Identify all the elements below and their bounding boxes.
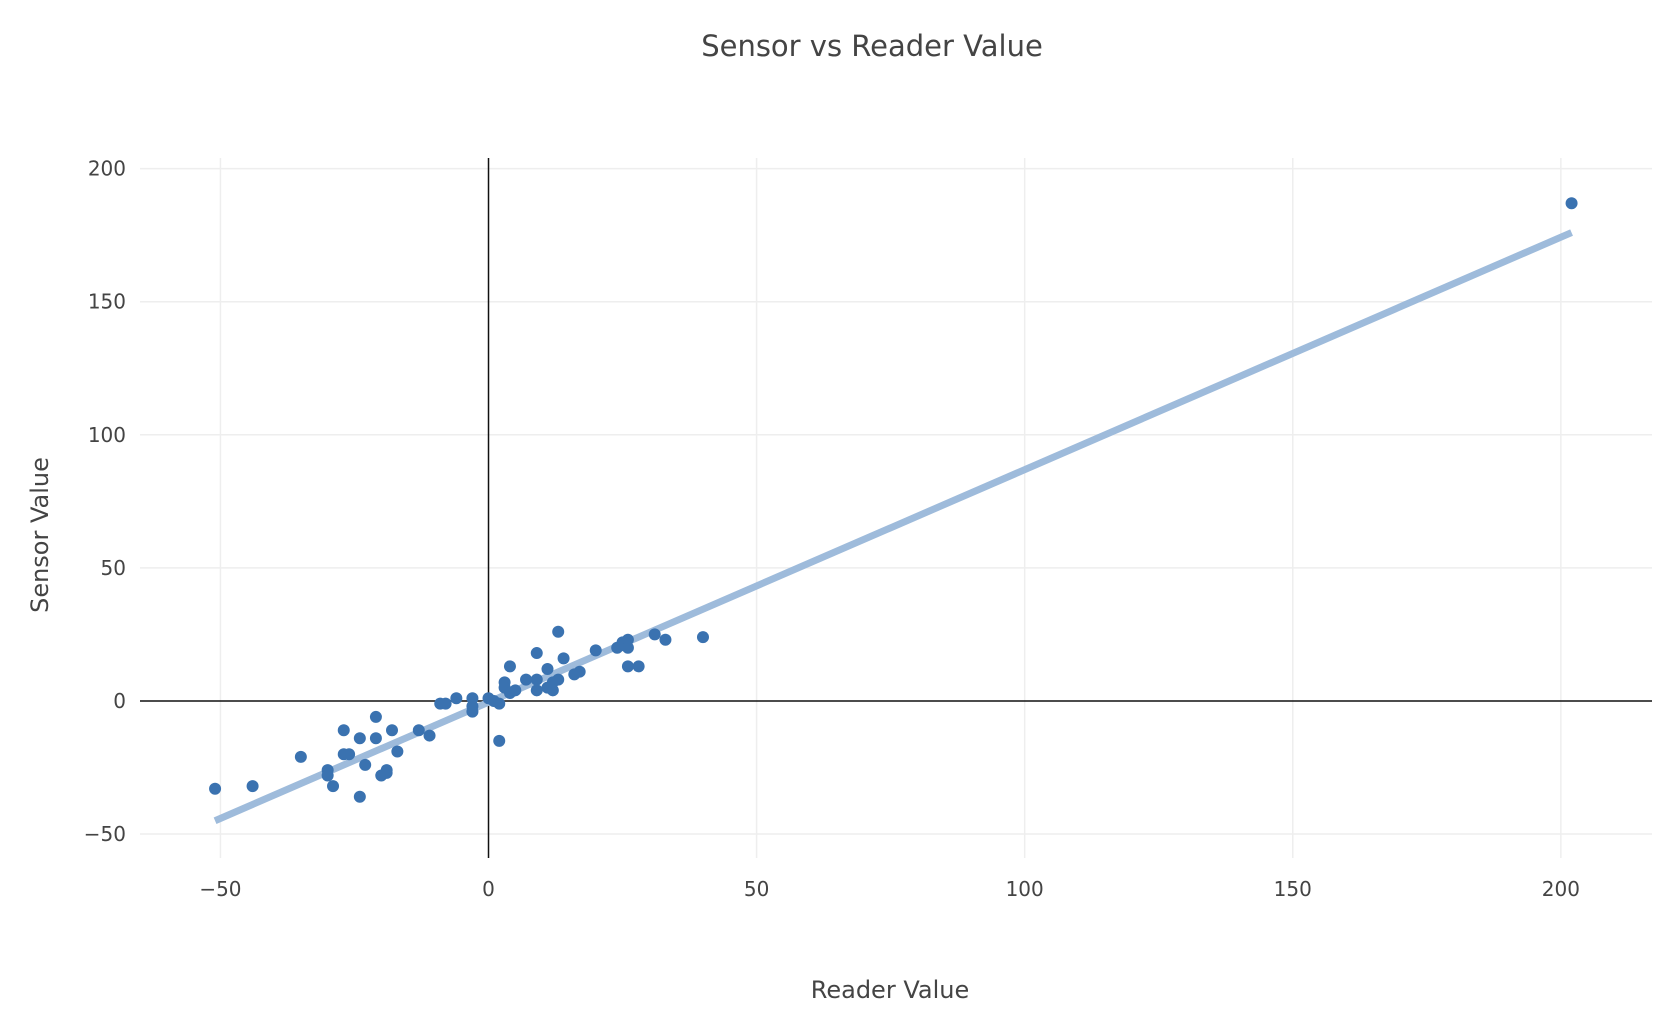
x-tick-label: 50 <box>744 877 769 901</box>
chart-title: Sensor vs Reader Value <box>701 29 1043 63</box>
y-tick-label: −50 <box>84 822 126 846</box>
data-point <box>493 734 506 747</box>
data-point <box>380 766 393 779</box>
y-tick-label: 150 <box>88 290 126 314</box>
x-tick-label: 0 <box>482 877 495 901</box>
data-point <box>621 660 634 673</box>
x-tick-label: −50 <box>199 877 241 901</box>
data-point <box>530 647 543 660</box>
fit-line <box>213 229 1573 824</box>
data-point <box>337 724 350 737</box>
data-point <box>659 633 672 646</box>
zero-lines <box>140 158 1652 858</box>
data-point <box>1565 197 1578 210</box>
data-point <box>546 684 559 697</box>
x-axis-title: Reader Value <box>811 976 969 1004</box>
data-point <box>621 641 634 654</box>
data-point <box>391 745 404 758</box>
data-point <box>353 790 366 803</box>
data-point <box>541 663 554 676</box>
x-tick-label: 200 <box>1542 877 1580 901</box>
data-point <box>466 705 479 718</box>
y-tick-labels: −50 0 50 100 150 200 <box>84 157 126 846</box>
data-point <box>552 673 565 686</box>
data-point <box>493 697 506 710</box>
data-point <box>632 660 645 673</box>
data-point <box>246 780 259 793</box>
data-point <box>450 692 463 705</box>
y-axis-title: Sensor Value <box>26 457 54 613</box>
data-point <box>327 780 340 793</box>
fit-line-layer <box>213 229 1573 824</box>
data-point <box>509 684 522 697</box>
point-layer <box>209 197 1578 803</box>
data-point <box>209 782 222 795</box>
data-point <box>530 673 543 686</box>
y-tick-label: 50 <box>101 556 126 580</box>
y-tick-label: 100 <box>88 423 126 447</box>
y-tick-label: 0 <box>113 689 126 713</box>
data-point <box>557 652 570 665</box>
data-point <box>423 729 436 742</box>
data-point <box>369 710 382 723</box>
grid-layer <box>140 158 1652 858</box>
data-point <box>369 732 382 745</box>
data-point <box>530 684 543 697</box>
data-point <box>412 724 425 737</box>
data-point <box>520 673 533 686</box>
data-point <box>439 697 452 710</box>
data-point <box>552 625 565 638</box>
data-point <box>343 748 356 761</box>
data-point <box>321 769 334 782</box>
x-tick-label: 150 <box>1274 877 1312 901</box>
x-tick-labels: −50 0 50 100 150 200 <box>199 877 1580 901</box>
data-point <box>359 758 372 771</box>
data-point <box>696 631 709 644</box>
data-point <box>294 750 307 763</box>
data-point <box>648 628 661 641</box>
x-tick-label: 100 <box>1006 877 1044 901</box>
y-tick-label: 200 <box>88 157 126 181</box>
data-point <box>503 660 516 673</box>
data-point <box>573 665 586 678</box>
data-point <box>386 724 398 737</box>
data-point <box>353 732 366 745</box>
data-point <box>589 644 602 657</box>
